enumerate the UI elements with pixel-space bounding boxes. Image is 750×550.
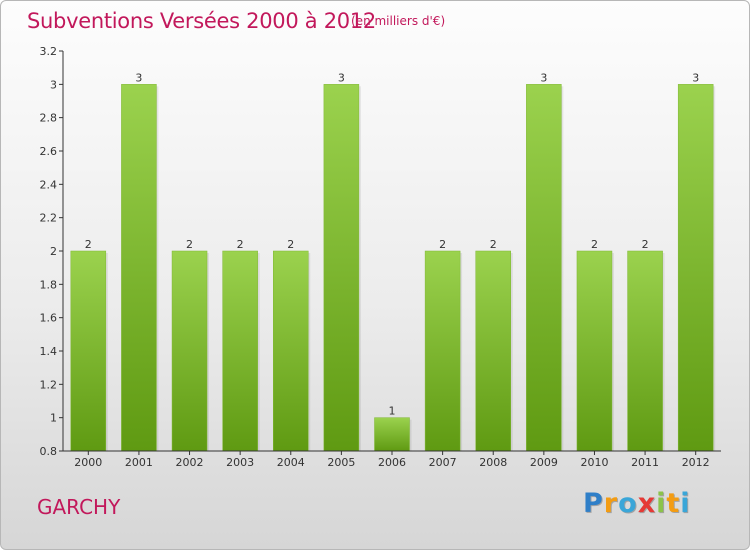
- chart-title: Subventions Versées 2000 à 2012: [27, 9, 376, 33]
- bar-value-label: 3: [135, 71, 142, 84]
- bar-2001: [121, 84, 157, 452]
- y-tick-label: 1.2: [40, 378, 58, 391]
- bar-2012: [677, 84, 714, 452]
- x-tick-label: 2000: [74, 456, 102, 469]
- y-tick-label: 1.6: [40, 312, 58, 325]
- bar-2009: [526, 84, 562, 452]
- bar-value-label: 2: [237, 238, 244, 251]
- y-tick-label: 2.4: [40, 178, 58, 191]
- y-tick-label: 2.2: [40, 212, 58, 225]
- x-tick-label: 2011: [631, 456, 659, 469]
- x-tick-label: 2012: [682, 456, 710, 469]
- x-tick-label: 2004: [277, 456, 305, 469]
- bar-2007: [424, 250, 461, 452]
- bar-value-label: 2: [490, 238, 497, 251]
- x-tick-label: 2006: [378, 456, 406, 469]
- bar-value-label: 3: [338, 71, 345, 84]
- bar-value-label: 3: [540, 71, 547, 84]
- bar-value-label: 2: [439, 238, 446, 251]
- x-tick-label: 2010: [580, 456, 608, 469]
- y-tick-label: 3.2: [40, 45, 58, 58]
- y-tick-label: 3: [50, 78, 57, 91]
- bar-value-label: 1: [389, 405, 396, 418]
- logo-letter: i: [656, 488, 667, 519]
- bar-2002: [171, 250, 208, 452]
- y-tick-label: 1.4: [40, 345, 58, 358]
- chart-units: (en milliers d'€): [351, 14, 446, 28]
- logo-letter: r: [603, 488, 619, 519]
- bar-2004: [273, 250, 309, 452]
- logo-letter: o: [618, 488, 638, 519]
- bar-value-label: 2: [287, 238, 294, 251]
- bar-2008: [475, 250, 511, 452]
- x-tick-label: 2003: [226, 456, 254, 469]
- logo-letter: x: [637, 488, 657, 519]
- y-tick-label: 2.6: [40, 145, 58, 158]
- logo-letter: P: [583, 488, 604, 519]
- y-tick-label: 1: [50, 412, 57, 425]
- proxiti-logo[interactable]: Proxiti: [583, 488, 691, 519]
- bar-value-label: 2: [85, 238, 92, 251]
- bar-value-label: 2: [642, 238, 649, 251]
- y-tick-label: 2.8: [40, 112, 58, 125]
- bar-value-label: 3: [692, 71, 699, 84]
- y-tick-label: 0.8: [40, 445, 58, 458]
- y-tick-label: 2: [50, 245, 57, 258]
- x-tick-label: 2002: [176, 456, 204, 469]
- commune-name: GARCHY: [37, 495, 121, 519]
- logo-letter: t: [666, 488, 681, 519]
- bar-value-label: 2: [591, 238, 598, 251]
- logo-letter: i: [680, 488, 691, 519]
- x-tick-label: 2009: [530, 456, 558, 469]
- x-tick-label: 2001: [125, 456, 153, 469]
- bar-2011: [627, 250, 663, 452]
- bar-2005: [323, 84, 360, 452]
- bar-2000: [70, 250, 107, 452]
- y-tick-label: 1.8: [40, 278, 58, 291]
- bar-2006: [374, 417, 410, 452]
- bar-value-label: 2: [186, 238, 193, 251]
- bar-2010: [576, 250, 613, 452]
- x-tick-label: 2005: [327, 456, 355, 469]
- x-tick-label: 2008: [479, 456, 507, 469]
- x-tick-label: 2007: [429, 456, 457, 469]
- bar-2003: [222, 250, 258, 452]
